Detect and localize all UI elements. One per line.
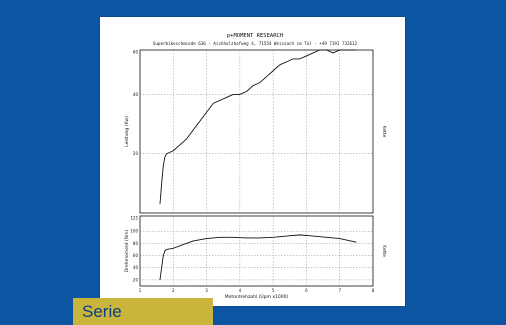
x-tick-label: 6 [305,288,308,293]
y-tick-label: 20 [133,277,139,282]
x-axis-label: Motordrehzahl (Upm x1000) [225,294,289,300]
y-axis-label: Leistung (Kw) [124,116,130,147]
chart-address: Superbikeschmiede 636 - Aichholzhofweg 4… [153,41,358,46]
chart-company: p+MOMENT RESEARCH [227,33,283,39]
y-tick-label: 60 [133,49,139,54]
y-tick-label: 80 [133,241,139,246]
x-tick-label: 5 [272,288,275,293]
y-tick-label: 100 [130,229,138,234]
dyno-chart: p+MOMENT RESEARCH Superbikeschmiede 636 … [124,33,387,300]
y-tick-label: 40 [133,92,139,97]
power-panel: 20 40 60 Leistung (Kw) Kette [124,49,387,214]
plot-frame [139,49,374,214]
plot-frame [139,215,374,287]
dyno-chart-sheet: p+MOMENT RESEARCH Superbikeschmiede 636 … [100,17,405,306]
y-tick-label: 40 [133,265,139,270]
x-tick-label: 1 [139,288,142,293]
x-tick-label: 3 [205,288,208,293]
x-tick-label: 8 [372,288,375,293]
right-axis-label: Kette [381,245,387,257]
y-axis-label: Drehmoment (Nm) [124,230,130,273]
torque-curve [159,234,357,280]
y-tick-label: 20 [133,151,139,156]
right-axis-label: Kette [381,126,387,138]
serie-badge-label: Serie [82,302,122,321]
torque-panel: 20 40 60 80 100 125 1 2 3 4 5 6 7 8 Drehmoment (Nm) Ket… [124,215,387,300]
y-tick-label: 60 [133,253,139,258]
x-tick-label: 4 [239,288,242,293]
y-tick-label: 125 [130,215,138,220]
serie-badge: Serie [73,298,213,325]
x-tick-label: 7 [338,288,341,293]
power-curve [159,49,357,205]
x-tick-label: 2 [172,288,175,293]
